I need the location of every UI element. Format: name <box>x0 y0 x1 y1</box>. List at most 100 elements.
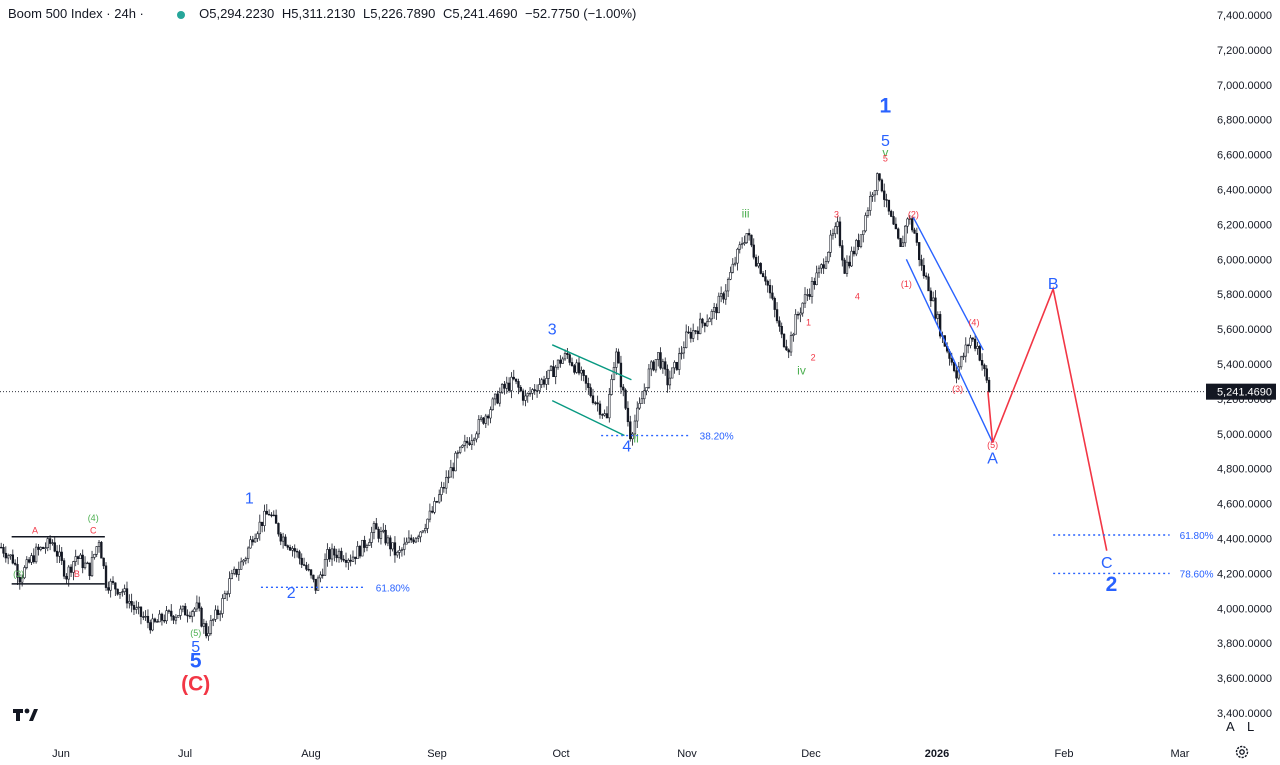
candle-body <box>775 309 779 322</box>
candle <box>358 544 362 559</box>
candle-body <box>813 280 816 285</box>
candle-body <box>736 248 739 264</box>
candle-body <box>973 338 977 349</box>
candle <box>794 309 797 335</box>
candle-body <box>76 556 80 560</box>
candle-body <box>631 433 634 440</box>
candle-body <box>897 228 900 239</box>
candle <box>496 390 499 405</box>
candle-body <box>170 610 173 617</box>
candle <box>771 285 774 301</box>
candle-body <box>442 487 446 489</box>
candle-body <box>717 295 720 314</box>
candle-body <box>542 379 546 385</box>
candle-body <box>869 195 872 211</box>
candle-body <box>410 537 413 541</box>
candle-body <box>288 547 292 551</box>
candle <box>447 470 450 484</box>
candle-body <box>983 364 986 370</box>
candle-body <box>654 359 658 371</box>
log-scale-button[interactable]: L <box>1247 719 1255 734</box>
candle-body <box>773 298 776 310</box>
candle-body <box>312 574 315 580</box>
candle <box>16 557 19 585</box>
wave-label: 5 <box>883 154 888 164</box>
candle-body <box>692 330 695 339</box>
candle-body <box>260 521 264 526</box>
candle-body <box>435 501 439 503</box>
candle <box>666 364 669 393</box>
candle-body <box>398 550 401 553</box>
candle-body <box>587 383 590 388</box>
candle-body <box>81 554 84 569</box>
candle-body <box>696 330 699 335</box>
candle <box>65 573 68 585</box>
candle <box>528 386 532 397</box>
candle-body <box>83 562 87 569</box>
candle-body <box>181 605 185 610</box>
wave-label: A <box>987 450 998 467</box>
candle <box>377 526 380 543</box>
candle-body <box>568 354 571 363</box>
candle <box>286 544 289 550</box>
price-tick-label: 7,200.0000 <box>1217 45 1272 57</box>
candle-body <box>873 190 877 196</box>
tradingview-logo-icon[interactable] <box>11 703 41 727</box>
candle-body <box>370 532 373 543</box>
candle <box>920 254 923 271</box>
candle <box>722 291 725 304</box>
candle-body <box>39 547 42 550</box>
candle <box>88 562 91 580</box>
candle-body <box>918 242 921 261</box>
candle <box>114 582 117 596</box>
candle <box>836 216 839 235</box>
wave-label: 4 <box>855 291 860 301</box>
candle-body <box>344 559 348 563</box>
candle <box>263 504 266 532</box>
candle <box>556 359 560 370</box>
candle <box>563 349 567 361</box>
auto-scale-button[interactable]: A <box>1226 719 1235 734</box>
candle-body <box>65 575 68 580</box>
candle-body <box>405 541 408 545</box>
candle <box>195 595 199 612</box>
candle-body <box>694 330 697 332</box>
gear-icon[interactable] <box>1234 744 1250 760</box>
candle-body <box>153 618 157 622</box>
candle <box>743 235 746 246</box>
candle-body <box>617 351 620 364</box>
candle-body <box>969 337 972 346</box>
candle <box>184 603 187 616</box>
candle-body <box>46 538 49 549</box>
candle <box>535 384 539 398</box>
candle-body <box>354 556 357 559</box>
candle-body <box>855 240 858 255</box>
candle-body <box>675 361 679 370</box>
candle <box>344 552 348 568</box>
candle <box>417 534 420 543</box>
candle-body <box>375 523 378 530</box>
candle-body <box>698 318 702 335</box>
wave-label: C <box>90 525 97 535</box>
candle <box>780 322 783 339</box>
candle <box>568 352 571 366</box>
candle-body <box>277 523 280 535</box>
candle <box>733 256 737 267</box>
candle-body <box>929 290 932 302</box>
candle-body <box>342 558 345 561</box>
symbol-title[interactable]: Boom 500 Index · 24h · <box>8 6 148 21</box>
candle-body <box>845 261 849 274</box>
candle-body <box>927 276 930 292</box>
candle-body <box>682 347 686 354</box>
wave-label: 1 <box>880 95 892 118</box>
candle <box>144 610 147 621</box>
candle-body <box>202 623 206 627</box>
candle-body <box>74 556 77 562</box>
candle <box>785 339 788 351</box>
candle-body <box>465 440 469 444</box>
candle <box>987 376 991 393</box>
candle <box>978 344 981 362</box>
candle-body <box>188 615 192 617</box>
candle <box>685 324 688 349</box>
